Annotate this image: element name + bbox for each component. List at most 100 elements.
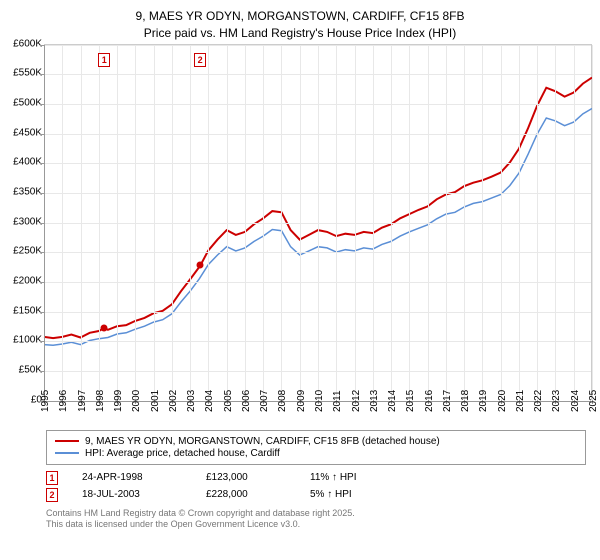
x-tick-label: 2023 [551, 389, 562, 411]
gridline-vertical [537, 45, 538, 400]
x-tick-label: 2018 [460, 389, 471, 411]
legend-label: HPI: Average price, detached house, Card… [85, 448, 280, 459]
x-tick-label: 2003 [186, 389, 197, 411]
x-tick-label: 2001 [150, 389, 161, 411]
gridline-vertical [501, 45, 502, 400]
y-tick-label: £50K [19, 364, 42, 375]
legend-row: HPI: Average price, detached house, Card… [55, 448, 577, 459]
x-tick-label: 2010 [314, 389, 325, 411]
x-tick-label: 2020 [497, 389, 508, 411]
footnote-line-2: This data is licensed under the Open Gov… [46, 519, 596, 531]
x-tick-label: 1996 [58, 389, 69, 411]
x-tick-label: 2012 [351, 389, 362, 411]
x-tick-label: 2014 [387, 389, 398, 411]
gridline-vertical [154, 45, 155, 400]
transaction-date: 24-APR-1998 [82, 472, 182, 483]
title-line-1: 9, MAES YR ODYN, MORGANSTOWN, CARDIFF, C… [4, 8, 596, 25]
gridline-vertical [592, 45, 593, 400]
transaction-price: £228,000 [206, 489, 286, 500]
gridline-vertical [281, 45, 282, 400]
legend-swatch [55, 440, 79, 442]
gridline-vertical [519, 45, 520, 400]
x-tick-label: 2000 [131, 389, 142, 411]
y-tick-label: £600K [13, 38, 42, 49]
copyright-footnote: Contains HM Land Registry data © Crown c… [46, 508, 596, 531]
marker-label-1: 1 [98, 53, 110, 67]
y-tick-label: £500K [13, 97, 42, 108]
x-tick-label: 2024 [570, 389, 581, 411]
y-tick-label: £250K [13, 246, 42, 257]
transaction-id-box: 1 [46, 471, 58, 485]
gridline-vertical [172, 45, 173, 400]
gridline-vertical [555, 45, 556, 400]
y-tick-label: £350K [13, 186, 42, 197]
x-tick-label: 2013 [369, 389, 380, 411]
transaction-row: 1 24-APR-1998 £123,000 11% ↑ HPI [46, 471, 586, 485]
transaction-hpi: 11% ↑ HPI [310, 472, 390, 483]
x-tick-label: 2021 [515, 389, 526, 411]
transaction-hpi: 5% ↑ HPI [310, 489, 390, 500]
x-tick-label: 2022 [533, 389, 544, 411]
transaction-date: 18-JUL-2003 [82, 489, 182, 500]
x-tick-label: 2002 [168, 389, 179, 411]
gridline-vertical [300, 45, 301, 400]
gridline-vertical [117, 45, 118, 400]
x-tick-label: 2015 [405, 389, 416, 411]
transaction-row: 2 18-JUL-2003 £228,000 5% ↑ HPI [46, 488, 586, 502]
gridline-vertical [44, 45, 45, 400]
gridline-vertical [62, 45, 63, 400]
transaction-id-box: 2 [46, 488, 58, 502]
y-tick-label: £300K [13, 216, 42, 227]
legend-row: 9, MAES YR ODYN, MORGANSTOWN, CARDIFF, C… [55, 436, 577, 447]
y-tick-label: £100K [13, 335, 42, 346]
gridline-vertical [263, 45, 264, 400]
chart-legend: 9, MAES YR ODYN, MORGANSTOWN, CARDIFF, C… [46, 430, 586, 465]
chart-plot-area: £0£50K£100K£150K£200K£250K£300K£350K£400… [4, 44, 596, 424]
x-tick-label: 1998 [95, 389, 106, 411]
marker-dot-1 [101, 324, 108, 331]
x-tick-label: 2009 [296, 389, 307, 411]
gridline-vertical [99, 45, 100, 400]
x-tick-label: 1995 [40, 389, 51, 411]
gridline-vertical [391, 45, 392, 400]
chart-title: 9, MAES YR ODYN, MORGANSTOWN, CARDIFF, C… [4, 8, 596, 42]
y-tick-label: £550K [13, 68, 42, 79]
legend-swatch [55, 452, 79, 454]
y-tick-label: £400K [13, 157, 42, 168]
x-tick-label: 2011 [332, 390, 343, 412]
x-tick-label: 2005 [223, 389, 234, 411]
gridline-vertical [208, 45, 209, 400]
x-tick-label: 2004 [204, 389, 215, 411]
x-tick-label: 2017 [442, 389, 453, 411]
gridline-vertical [428, 45, 429, 400]
x-tick-label: 1999 [113, 389, 124, 411]
gridline-vertical [373, 45, 374, 400]
gridline-vertical [81, 45, 82, 400]
transactions-table: 1 24-APR-1998 £123,000 11% ↑ HPI 2 18-JUL-200… [46, 471, 586, 502]
gridline-vertical [464, 45, 465, 400]
gridline-vertical [190, 45, 191, 400]
transaction-price: £123,000 [206, 472, 286, 483]
y-tick-label: £200K [13, 275, 42, 286]
gridline-vertical [336, 45, 337, 400]
gridline-vertical [227, 45, 228, 400]
x-tick-label: 2025 [588, 389, 599, 411]
marker-dot-2 [197, 262, 204, 269]
x-tick-label: 2007 [259, 389, 270, 411]
y-tick-label: £450K [13, 127, 42, 138]
gridline-vertical [355, 45, 356, 400]
gridline-vertical [318, 45, 319, 400]
x-tick-label: 2016 [424, 389, 435, 411]
gridline-vertical [482, 45, 483, 400]
gridline-vertical [574, 45, 575, 400]
legend-label: 9, MAES YR ODYN, MORGANSTOWN, CARDIFF, C… [85, 436, 440, 447]
gridline-vertical [446, 45, 447, 400]
x-tick-label: 1997 [77, 389, 88, 411]
chart-container: 9, MAES YR ODYN, MORGANSTOWN, CARDIFF, C… [0, 0, 600, 539]
gridline-vertical [245, 45, 246, 400]
x-tick-label: 2019 [478, 389, 489, 411]
plot-region: 12 [44, 44, 592, 400]
footnote-line-1: Contains HM Land Registry data © Crown c… [46, 508, 596, 520]
gridline-vertical [409, 45, 410, 400]
gridline-vertical [135, 45, 136, 400]
